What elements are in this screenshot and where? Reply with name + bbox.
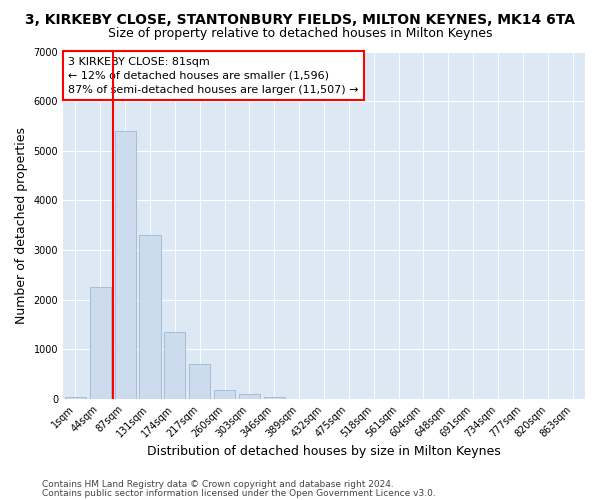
Text: Contains HM Land Registry data © Crown copyright and database right 2024.: Contains HM Land Registry data © Crown c… bbox=[42, 480, 394, 489]
Text: 3 KIRKEBY CLOSE: 81sqm
← 12% of detached houses are smaller (1,596)
87% of semi-: 3 KIRKEBY CLOSE: 81sqm ← 12% of detached… bbox=[68, 56, 359, 94]
Bar bbox=[164, 332, 185, 399]
Bar bbox=[65, 396, 86, 399]
Text: Size of property relative to detached houses in Milton Keynes: Size of property relative to detached ho… bbox=[108, 28, 492, 40]
Bar bbox=[139, 235, 161, 399]
Bar bbox=[115, 131, 136, 399]
Bar bbox=[189, 364, 211, 399]
Bar bbox=[90, 288, 111, 399]
Bar bbox=[214, 390, 235, 399]
Text: 3, KIRKEBY CLOSE, STANTONBURY FIELDS, MILTON KEYNES, MK14 6TA: 3, KIRKEBY CLOSE, STANTONBURY FIELDS, MI… bbox=[25, 12, 575, 26]
Y-axis label: Number of detached properties: Number of detached properties bbox=[15, 127, 28, 324]
Text: Contains public sector information licensed under the Open Government Licence v3: Contains public sector information licen… bbox=[42, 488, 436, 498]
X-axis label: Distribution of detached houses by size in Milton Keynes: Distribution of detached houses by size … bbox=[147, 444, 501, 458]
Bar bbox=[264, 397, 285, 399]
Bar bbox=[239, 394, 260, 399]
